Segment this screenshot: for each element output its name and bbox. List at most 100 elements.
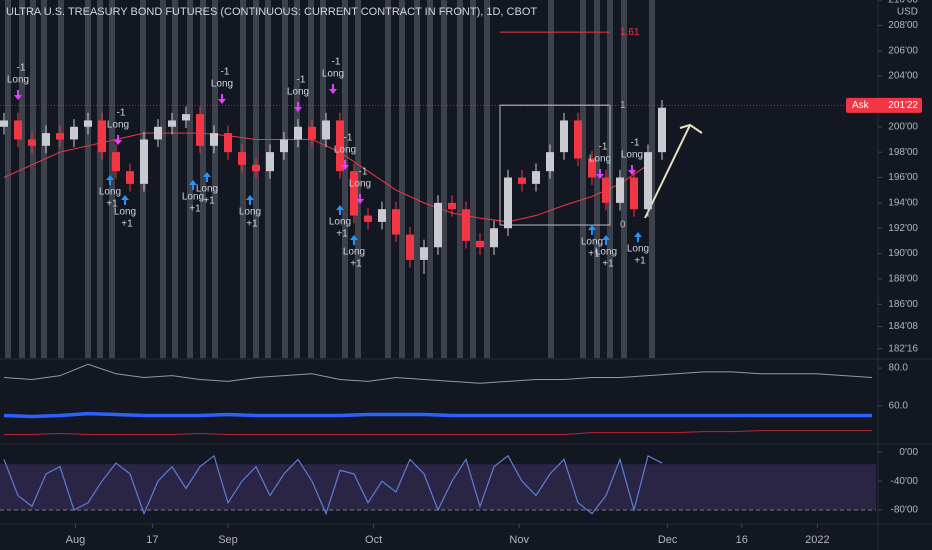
candle-body [70, 126, 78, 140]
candle-body [210, 133, 218, 146]
candle-body [574, 120, 582, 159]
candle-body [224, 133, 232, 153]
oscillator-band [0, 464, 876, 510]
candle-body [336, 120, 344, 172]
y-tick-label: 194'00 [888, 197, 918, 208]
entry-arrow [350, 235, 358, 245]
exit-label: Long [349, 179, 371, 190]
candle-body [28, 139, 36, 146]
y-tick-label: -40'00 [891, 476, 919, 487]
highlight-band [342, 0, 348, 358]
candle-body [434, 202, 442, 248]
entry-arrow [121, 195, 129, 205]
highlight-band [484, 0, 490, 358]
exit-arrow [356, 194, 364, 204]
exit-label: Long [107, 120, 129, 131]
candle-body [14, 120, 22, 140]
entry-qty: +1 [121, 219, 133, 230]
y-tick-label: 208'00 [888, 20, 918, 31]
highlight-band [58, 0, 64, 358]
exit-qty: -1 [297, 75, 306, 86]
candle-body [448, 202, 456, 210]
y-tick-label: -80'00 [891, 505, 919, 516]
y-tick-label: 192'00 [888, 223, 918, 234]
highlight-band [320, 0, 326, 358]
candle-body [266, 152, 274, 172]
highlight-band [172, 0, 178, 358]
exit-arrow [628, 165, 636, 175]
exit-arrow [341, 160, 349, 170]
indicator-line [3, 363, 873, 384]
exit-label: Long [287, 87, 309, 98]
candle-body [280, 139, 288, 153]
highlight-band [5, 0, 11, 358]
exit-label: Long [7, 75, 29, 86]
highlight-band [19, 0, 25, 358]
candle-body [602, 177, 610, 203]
entry-label: Long [329, 217, 351, 228]
entry-qty: +1 [588, 249, 600, 260]
highlight-band [187, 0, 193, 358]
x-tick-label: 2022 [805, 534, 829, 546]
highlight-band [594, 0, 600, 358]
candle-body [322, 120, 330, 140]
candle-body [616, 177, 624, 203]
highlight-band [41, 0, 47, 358]
y-tick-label: 184'08 [888, 321, 918, 332]
fib-level-label: 0 [620, 220, 626, 231]
ask-label: Ask [852, 100, 870, 111]
y-tick-label: 210'00 [888, 0, 918, 6]
candle-body [462, 209, 470, 241]
y-tick-label: 80.0 [889, 363, 909, 374]
entry-label: Long [595, 247, 617, 258]
entry-arrow [246, 195, 254, 205]
entry-arrow [634, 232, 642, 242]
fib-level-label: 1 [620, 100, 626, 111]
x-tick-label: Nov [509, 534, 529, 546]
y-tick-label: 204'00 [888, 71, 918, 82]
ask-price: 201'22 [888, 100, 918, 111]
exit-qty: -1 [631, 138, 640, 149]
entry-label: Long [99, 187, 121, 198]
highlight-band [308, 0, 314, 358]
candle-body [84, 120, 92, 127]
exit-qty: -1 [117, 108, 126, 119]
candle-body [420, 247, 428, 260]
exit-label: Long [334, 145, 356, 156]
highlight-band [580, 0, 586, 358]
entry-qty: +1 [602, 259, 614, 270]
exit-qty: -1 [599, 142, 608, 153]
highlight-band [399, 0, 405, 358]
candle-body [350, 171, 358, 216]
highlight-band [441, 0, 447, 358]
candle-body [0, 120, 8, 127]
entry-label: Long [581, 237, 603, 248]
y-tick-label: 182'16 [888, 343, 918, 354]
highlight-band [282, 0, 288, 358]
candle-body [42, 133, 50, 146]
entry-label: Long [114, 207, 136, 218]
x-tick-label: Aug [66, 534, 86, 546]
candle-body [56, 133, 64, 140]
entry-qty: +1 [634, 256, 646, 267]
entry-label: Long [182, 192, 204, 203]
highlight-band [240, 0, 246, 358]
y-tick-label: 188'00 [888, 274, 918, 285]
entry-label: Long [239, 207, 261, 218]
candle-body [560, 120, 568, 153]
x-tick-label: 16 [736, 534, 748, 546]
x-tick-label: Sep [218, 534, 238, 546]
indicator-line [3, 411, 872, 419]
candle-body [658, 107, 666, 153]
entry-arrow [203, 172, 211, 182]
highlight-band [200, 0, 206, 358]
candle-body [476, 240, 484, 248]
candle-body [140, 139, 148, 184]
y-tick-label: 206'00 [888, 45, 918, 56]
candle-body [588, 158, 596, 178]
candle-body [154, 126, 162, 140]
exit-qty: -1 [332, 57, 341, 68]
y-tick-label: 0'00 [899, 447, 918, 458]
